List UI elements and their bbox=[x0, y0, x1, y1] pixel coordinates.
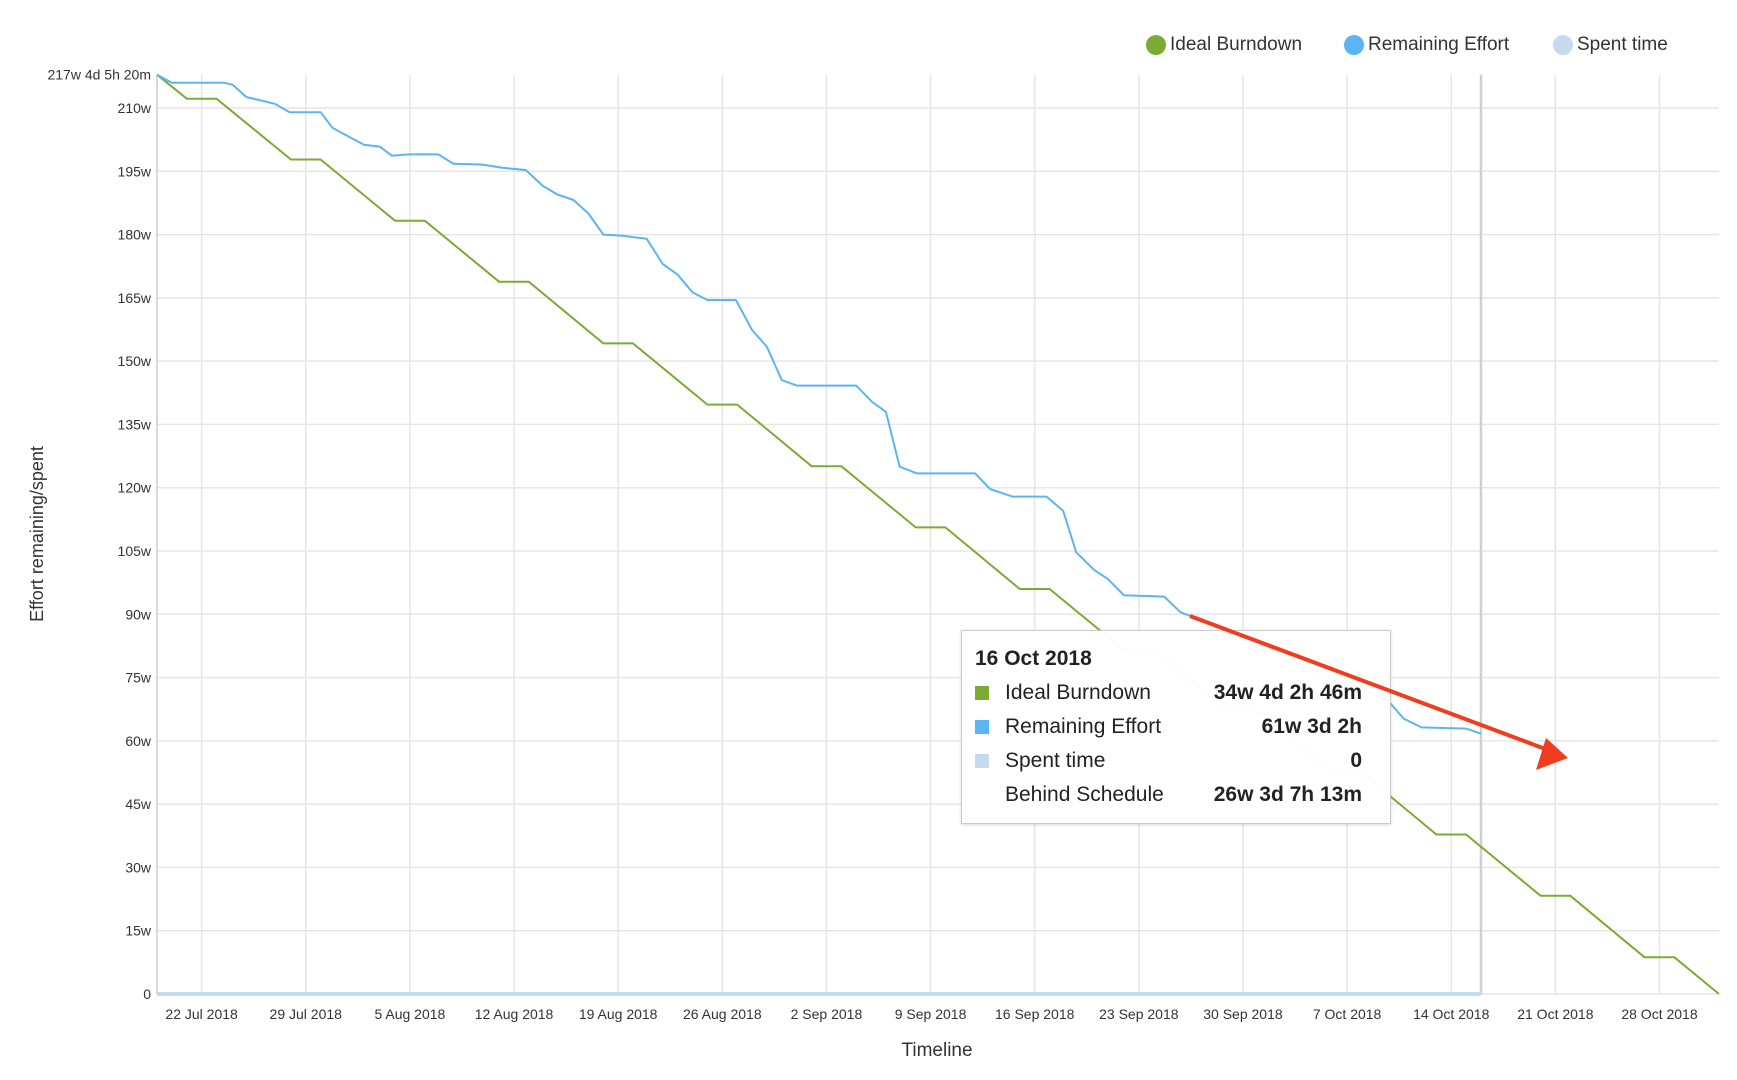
legend-label: Ideal Burndown bbox=[1170, 34, 1303, 55]
x-tick-label: 26 Aug 2018 bbox=[683, 1006, 762, 1022]
x-tick-label: 5 Aug 2018 bbox=[374, 1006, 445, 1022]
tooltip-label: Remaining Effort bbox=[1005, 715, 1162, 738]
tooltip-value: 34w 4d 2h 46m bbox=[1213, 681, 1362, 704]
x-tick-label: 21 Oct 2018 bbox=[1517, 1006, 1593, 1022]
tooltip-label: Spent time bbox=[1005, 749, 1106, 772]
tooltip-row-behind: Behind Schedule 26w 3d 7h 13m bbox=[975, 780, 1362, 810]
tooltip-row-ideal: Ideal Burndown 34w 4d 2h 46m bbox=[975, 678, 1362, 708]
tooltip-value: 26w 3d 7h 13m bbox=[1213, 783, 1362, 806]
legend-label: Spent time bbox=[1577, 34, 1668, 55]
x-tick-label: 30 Sep 2018 bbox=[1203, 1006, 1283, 1022]
tooltip-value: 61w 3d 2h bbox=[1261, 715, 1362, 738]
x-tick-label: 28 Oct 2018 bbox=[1621, 1006, 1697, 1022]
chart-tooltip: 16 Oct 2018 Ideal Burndown 34w 4d 2h 46m… bbox=[961, 630, 1391, 824]
legend-dot-icon bbox=[1344, 35, 1364, 55]
y-tick-label: 217w 4d 5h 20m bbox=[47, 67, 151, 83]
series-swatch-icon bbox=[975, 720, 989, 734]
y-tick-label: 210w bbox=[118, 100, 152, 116]
legend-label: Remaining Effort bbox=[1368, 34, 1510, 55]
x-tick-label: 29 Jul 2018 bbox=[270, 1006, 343, 1022]
series-swatch-icon bbox=[975, 686, 989, 700]
tooltip-row-spent: Spent time 0 bbox=[975, 746, 1362, 776]
legend-item-spent-time[interactable]: Spent time bbox=[1553, 34, 1668, 56]
tooltip-row-remaining: Remaining Effort 61w 3d 2h bbox=[975, 712, 1362, 742]
y-tick-label: 60w bbox=[125, 733, 152, 749]
tooltip-label: Behind Schedule bbox=[1005, 783, 1164, 806]
x-tick-label: 14 Oct 2018 bbox=[1413, 1006, 1489, 1022]
series-swatch-icon bbox=[975, 754, 989, 768]
y-tick-label: 180w bbox=[118, 227, 152, 243]
x-tick-label: 7 Oct 2018 bbox=[1313, 1006, 1382, 1022]
y-tick-label: 75w bbox=[125, 670, 152, 686]
x-tick-label: 19 Aug 2018 bbox=[579, 1006, 658, 1022]
y-tick-label: 0 bbox=[143, 986, 151, 1002]
y-tick-label: 135w bbox=[118, 416, 152, 432]
tooltip-date: 16 Oct 2018 bbox=[975, 647, 1092, 670]
y-tick-label: 15w bbox=[125, 923, 152, 939]
y-tick-label: 165w bbox=[118, 290, 152, 306]
x-axis-title: Timeline bbox=[901, 1040, 972, 1061]
tooltip-label: Ideal Burndown bbox=[1005, 681, 1151, 704]
legend-dot-icon bbox=[1553, 35, 1573, 55]
series-line-remaining-effort bbox=[156, 73, 1482, 735]
x-tick-label: 9 Sep 2018 bbox=[895, 1006, 967, 1022]
x-tick-label: 2 Sep 2018 bbox=[791, 1006, 863, 1022]
series-line-ideal-burndown bbox=[156, 73, 1720, 995]
legend-dot-icon bbox=[1146, 35, 1166, 55]
x-tick-label: 12 Aug 2018 bbox=[475, 1006, 554, 1022]
x-tick-label: 16 Sep 2018 bbox=[995, 1006, 1075, 1022]
y-tick-label: 90w bbox=[125, 606, 152, 622]
y-tick-label: 45w bbox=[125, 796, 152, 812]
legend-item-ideal-burndown[interactable]: Ideal Burndown bbox=[1146, 34, 1302, 56]
y-tick-label: 105w bbox=[118, 543, 152, 559]
y-tick-label: 150w bbox=[118, 353, 152, 369]
legend-item-remaining-effort[interactable]: Remaining Effort bbox=[1344, 34, 1509, 56]
x-tick-label: 23 Sep 2018 bbox=[1099, 1006, 1179, 1022]
x-tick-label: 22 Jul 2018 bbox=[165, 1006, 238, 1022]
y-tick-label: 120w bbox=[118, 480, 152, 496]
y-tick-label: 195w bbox=[118, 163, 152, 179]
y-axis-title: Effort remaining/spent bbox=[27, 446, 47, 622]
tooltip-value: 0 bbox=[1350, 749, 1362, 772]
y-tick-label: 30w bbox=[125, 859, 152, 875]
